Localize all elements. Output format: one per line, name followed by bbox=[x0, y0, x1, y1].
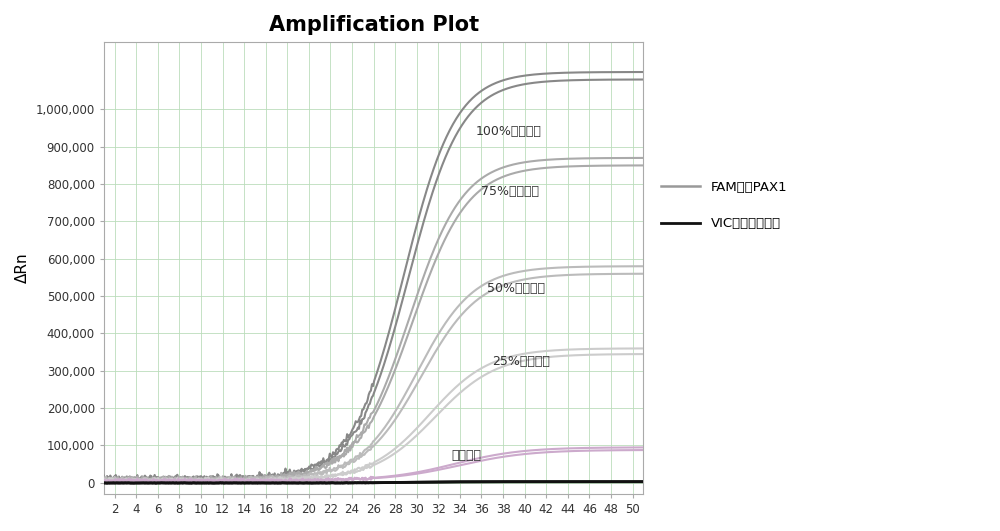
Y-axis label: ΔRn: ΔRn bbox=[15, 253, 30, 284]
Text: 25%甲基化率: 25%甲基化率 bbox=[492, 355, 550, 368]
Text: 100%甲基化率: 100%甲基化率 bbox=[476, 125, 542, 138]
Text: 50%甲基化率: 50%甲基化率 bbox=[487, 282, 545, 295]
Text: 75%甲基化率: 75%甲基化率 bbox=[481, 185, 539, 198]
Text: 无甲基化: 无甲基化 bbox=[451, 449, 481, 463]
Legend: FAM标记PAX1, VIC标记管家基因: FAM标记PAX1, VIC标记管家基因 bbox=[655, 175, 793, 236]
Title: Amplification Plot: Amplification Plot bbox=[269, 15, 479, 35]
